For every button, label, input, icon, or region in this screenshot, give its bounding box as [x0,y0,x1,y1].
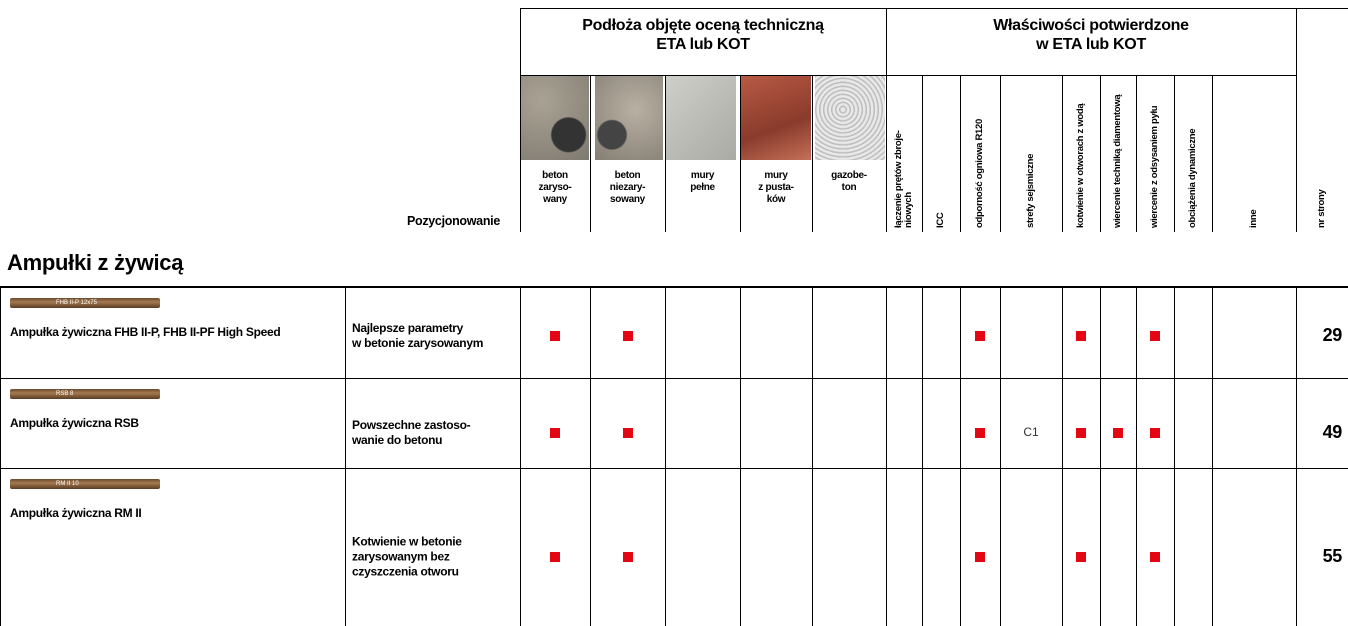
mark [1076,428,1086,438]
property-label: łączenie prętów zbroje- niowych [893,130,914,228]
texture-aerated-concrete [815,76,885,160]
product-description: Kotwienie w betonie zarysowanym bez czys… [352,534,462,579]
rule [345,287,346,626]
section-title: Ampułki z żywicą [7,250,184,275]
product-name: Ampułka żywiczna RM II [10,506,142,520]
property-label: kotwienie w otworach z wodą [1075,103,1086,228]
texture-solid-masonry [666,76,736,160]
rule [740,287,741,626]
property-label: inne [1248,209,1259,228]
mark [622,552,633,562]
property-label: wiercenie techniką diamentową [1112,94,1123,228]
property-label: ICC [935,212,946,228]
rule [922,287,923,626]
rule [1000,287,1001,626]
product-name: Ampułka żywiczna RSB [10,416,139,430]
rule [1000,75,1001,232]
mark [975,552,985,562]
product-name: Ampułka żywiczna FHB II-P, FHB II-PF Hig… [10,325,281,339]
mark [622,331,633,341]
rule [0,378,1348,379]
rule [886,8,887,232]
mark [975,428,985,438]
page-label: nr strony [1316,189,1327,228]
texture-concrete [595,76,663,160]
substrate-label: beton niezary- sowany [609,170,646,205]
mark [550,428,560,438]
mark [550,552,560,562]
rule [0,286,1348,288]
rule [590,75,591,232]
rule [1212,287,1213,626]
mark [1076,331,1086,341]
property-label: obciążenia dynamiczne [1187,128,1198,228]
property-label: wiercenie z odsysaniem pyłu [1149,105,1160,228]
property-label: strefy sejsmiczne [1025,153,1036,228]
rule [1174,287,1175,626]
mark [1150,552,1160,562]
mark [1113,428,1123,438]
substrate-label: mury z pusta- ków [758,170,794,205]
substrate-label: mury pełne [690,170,715,193]
mark [1150,331,1160,341]
ampoule-image: FHB II-P 12x75 [10,298,160,308]
rule [1174,75,1175,232]
substrate-label: gazobe- ton [831,170,867,193]
positioning-label: Pozycjonowanie [406,214,500,228]
mark [1076,552,1086,562]
ampoule-image: RSB 8 [10,389,160,399]
texture-cracked-concrete [521,76,589,160]
rule [960,287,961,626]
rule [520,75,1296,76]
property-label: odporność ogniowa R120 [974,119,985,228]
product-description: Powszechne zastoso- wanie do betonu [352,418,471,447]
ampoule-image: RM II 10 [10,479,160,489]
rule [590,287,591,626]
rule [812,75,813,232]
rule [665,287,666,626]
rule [1296,287,1297,626]
rule [1136,75,1137,232]
rule [1100,287,1101,626]
mark [975,331,985,341]
mark [1150,428,1160,438]
substrates-title: Podłoża objęte oceną techniczną ETA lub … [582,17,824,53]
rule [812,287,813,626]
rule [1062,287,1063,626]
rule [0,468,1348,469]
rule [1136,287,1137,626]
rule [1062,75,1063,232]
rule [960,75,961,232]
mark [622,428,633,438]
product-description: Najlepsze parametry w betonie zarysowany… [352,321,484,350]
page-number: 49 [1322,422,1343,442]
cell-text: C1 [1023,425,1039,439]
rule [886,287,887,626]
mark [550,331,560,341]
texture-hollow-brick [741,76,811,160]
rule [665,75,666,232]
substrate-label: beton zaryso- wany [538,170,572,205]
properties-title: Właściwości potwierdzone w ETA lub KOT [993,17,1189,53]
rule [1212,75,1213,232]
rule [1296,8,1297,232]
rule [1100,75,1101,232]
rule [520,8,1348,9]
page-number: 55 [1322,546,1343,566]
rule [740,75,741,232]
rule [0,287,1,626]
rule [520,8,521,232]
rule [922,75,923,232]
rule [520,287,521,626]
page-number: 29 [1322,325,1343,345]
